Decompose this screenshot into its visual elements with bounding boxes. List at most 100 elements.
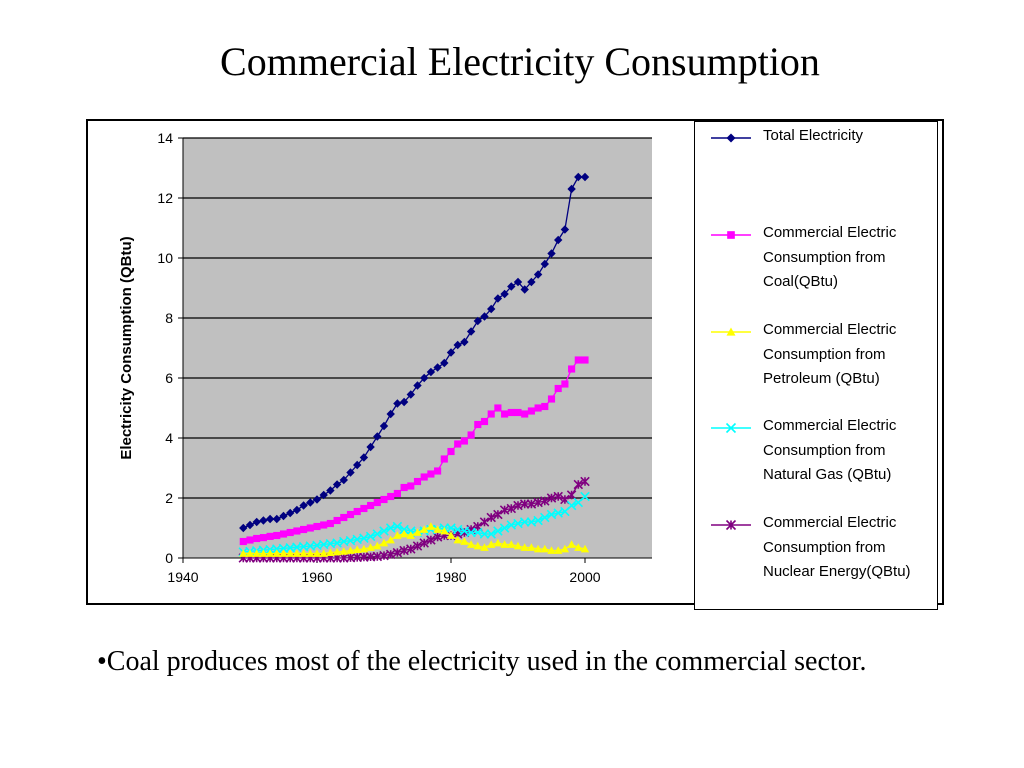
data-point: [406, 531, 415, 539]
data-point: [407, 482, 415, 490]
data-point: [346, 546, 355, 554]
data-point: [279, 511, 288, 521]
data-point: [574, 172, 583, 182]
data-point: [580, 172, 590, 182]
data-point: [473, 541, 482, 550]
data-point: [319, 490, 328, 500]
data-point: [399, 529, 409, 538]
data-point: [259, 549, 268, 557]
data-point: [573, 479, 584, 490]
data-point: [385, 549, 396, 560]
data-point: [245, 520, 255, 530]
data-point: [300, 525, 308, 534]
data-point: [265, 549, 275, 557]
data-point: [446, 531, 456, 539]
data-point: [527, 277, 536, 287]
data-point: [326, 548, 335, 556]
data-point: [520, 285, 529, 294]
data-point: [292, 549, 302, 557]
data-point: [487, 304, 496, 314]
data-point: [367, 501, 375, 510]
data-point: [413, 477, 422, 486]
data-point: [440, 455, 448, 463]
data-point: [427, 470, 435, 478]
data-point: [392, 547, 403, 558]
data-point: [400, 483, 408, 492]
data-point: [473, 316, 482, 326]
data-point: [399, 397, 409, 407]
legend-label: Commercial Electric Consumption from Nat…: [763, 417, 897, 483]
data-point: [486, 529, 496, 539]
y-tick-label: 8: [165, 310, 173, 326]
data-point: [306, 524, 314, 532]
data-point: [313, 522, 321, 531]
data-point: [453, 340, 462, 350]
data-point: [554, 546, 563, 554]
legend-label: Commercial Electric Consumption from Nuc…: [763, 514, 911, 580]
y-tick-label: 0: [165, 550, 173, 566]
data-point: [493, 526, 503, 536]
data-point: [480, 417, 489, 426]
legend-marker: [727, 231, 735, 239]
data-point: [566, 500, 577, 511]
data-point: [499, 523, 510, 533]
gridlines: [183, 137, 652, 499]
data-point: [420, 525, 429, 533]
legend-symbol: [711, 422, 751, 434]
data-point: [259, 534, 267, 542]
data-point: [360, 504, 368, 513]
data-point: [580, 544, 590, 553]
data-point: [540, 496, 550, 506]
data-point: [339, 547, 348, 555]
data-point: [561, 380, 569, 388]
data-point: [379, 421, 389, 431]
plot-area: [183, 138, 652, 558]
data-point: [553, 491, 563, 502]
data-point: [387, 492, 395, 501]
data-point: [547, 546, 556, 554]
slide-title: Commercial Electricity Consumption: [220, 39, 820, 84]
data-point: [286, 549, 295, 557]
x-tick-label: 1960: [301, 569, 332, 585]
data-point: [521, 410, 529, 418]
data-point: [520, 543, 529, 551]
legend: Total Electricity Commercial Electric Co…: [694, 121, 938, 610]
legend-marker: [726, 133, 736, 143]
data-point: [567, 540, 576, 548]
data-point: [560, 544, 570, 553]
data-point: [386, 535, 395, 544]
data-point: [440, 526, 449, 535]
data-point: [406, 390, 415, 399]
data-point: [326, 519, 334, 528]
data-point: [393, 489, 401, 498]
data-point: [493, 509, 503, 520]
data-point: [353, 460, 362, 470]
data-point: [487, 410, 495, 418]
tick-labels: 0 2 4 6 8 10 12 14 1940 1960 1980 2000: [157, 130, 600, 585]
data-point: [500, 289, 509, 299]
data-point: [286, 508, 295, 518]
data-point: [454, 440, 462, 448]
legend-marker: [726, 327, 736, 336]
data-point: [574, 543, 583, 551]
data-point: [480, 312, 489, 321]
data-point: [366, 543, 375, 551]
data-point: [299, 501, 308, 510]
data-point: [413, 381, 422, 390]
data-point: [239, 523, 248, 533]
data-point: [259, 516, 268, 525]
data-point: [265, 514, 275, 524]
data-point: [306, 549, 315, 557]
data-point: [332, 480, 342, 489]
data-point: [306, 498, 315, 507]
x-tick-label: 1940: [167, 569, 198, 585]
y-tick-label: 12: [157, 190, 173, 206]
data-point: [500, 540, 509, 548]
data-point: [581, 356, 589, 364]
data-point: [433, 525, 442, 533]
data-point: [386, 409, 395, 419]
data-point: [440, 358, 449, 368]
series-layer: [238, 172, 590, 563]
data-point: [467, 431, 475, 439]
data-point: [406, 544, 416, 554]
